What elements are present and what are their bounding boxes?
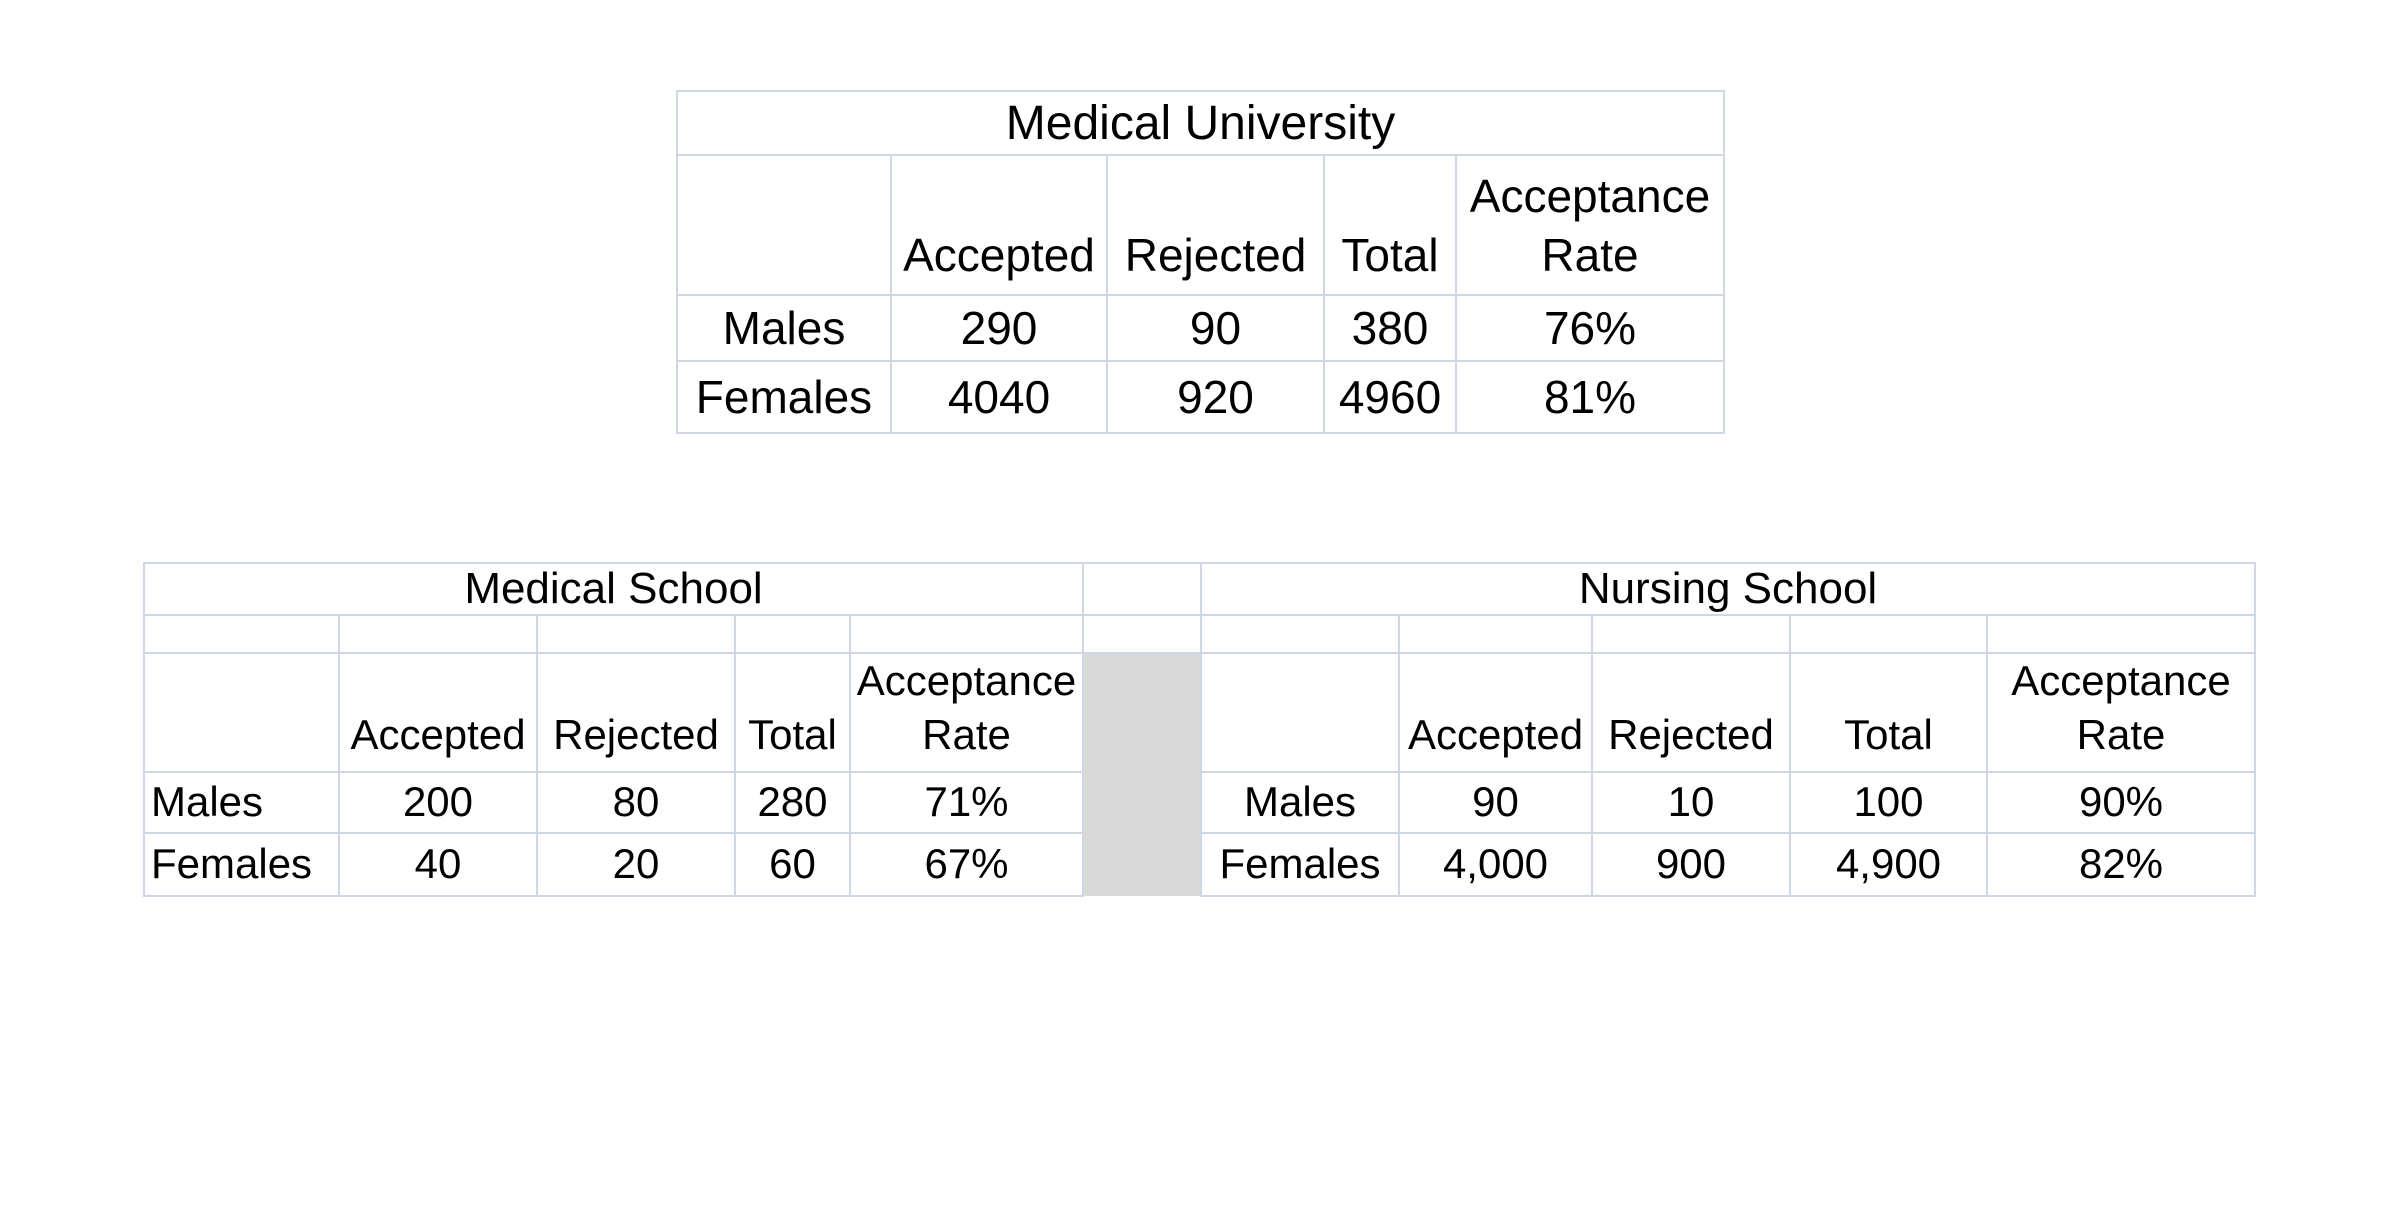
gray-spacer-cell [1082, 832, 1202, 896]
table-row: Females 4040 920 4960 81% [676, 360, 1725, 434]
empty-cell [143, 614, 340, 654]
nursing-school-males-label: Males [1200, 770, 1400, 834]
empty-cell [849, 614, 1084, 654]
table-row: Males 290 90 380 76% [676, 294, 1725, 362]
medical-school-header-rejected: Rejected [536, 652, 736, 773]
university-males-accepted: 290 [890, 294, 1108, 362]
table-row: Males 200 80 280 71% Males 90 10 100 90% [143, 770, 2256, 834]
empty-cell [734, 614, 851, 654]
medical-university-table: Medical University Accepted Rejected Tot… [676, 90, 1725, 434]
medical-school-header-total: Total [734, 652, 851, 773]
medical-school-females-accepted: 40 [338, 831, 538, 897]
university-header-accepted: Accepted [890, 154, 1108, 296]
gray-spacer-cell [1082, 653, 1202, 772]
university-females-rejected: 920 [1106, 360, 1325, 434]
university-header-acceptance-rate: Acceptance Rate [1455, 154, 1725, 296]
empty-cell [338, 614, 538, 654]
medical-school-females-label: Females [143, 831, 340, 897]
empty-cell [1986, 614, 2256, 654]
nursing-school-males-accepted: 90 [1398, 770, 1593, 834]
nursing-school-header-total: Total [1789, 652, 1988, 773]
university-header-total: Total [1323, 154, 1457, 296]
spacer-cell [1082, 614, 1202, 654]
empty-cell [1789, 614, 1988, 654]
table-row: Females 40 20 60 67% Females 4,000 900 4… [143, 831, 2256, 897]
university-males-total: 380 [1323, 294, 1457, 362]
nursing-school-males-rate: 90% [1986, 770, 2256, 834]
empty-cell [1398, 614, 1593, 654]
nursing-school-females-label: Females [1200, 831, 1400, 897]
empty-cell [1591, 614, 1791, 654]
schools-tables: Medical School Nursing School Accepted R… [143, 562, 2256, 897]
medical-school-females-rate: 67% [849, 831, 1084, 897]
university-females-accepted: 4040 [890, 360, 1108, 434]
medical-school-header-acceptance-rate: Acceptance Rate [849, 652, 1084, 773]
table-row [143, 614, 2256, 654]
nursing-school-males-total: 100 [1789, 770, 1988, 834]
nursing-school-females-accepted: 4,000 [1398, 831, 1593, 897]
nursing-school-females-rate: 82% [1986, 831, 2256, 897]
university-females-total: 4960 [1323, 360, 1457, 434]
empty-cell [536, 614, 736, 654]
medical-school-title: Medical School [143, 562, 1084, 616]
nursing-school-header-rejected: Rejected [1591, 652, 1791, 773]
empty-cell [1200, 614, 1400, 654]
spacer-cell [1082, 562, 1202, 616]
medical-school-females-rejected: 20 [536, 831, 736, 897]
medical-university-title: Medical University [676, 90, 1725, 156]
nursing-school-header-acceptance-rate: Acceptance Rate [1986, 652, 2256, 773]
university-males-rejected: 90 [1106, 294, 1325, 362]
medical-school-header-empty-cell [143, 652, 340, 773]
gray-spacer-cell [1082, 771, 1202, 833]
nursing-school-males-rejected: 10 [1591, 770, 1791, 834]
medical-school-males-total: 280 [734, 770, 851, 834]
medical-school-males-label: Males [143, 770, 340, 834]
university-females-label: Females [676, 360, 892, 434]
medical-school-females-total: 60 [734, 831, 851, 897]
university-females-rate: 81% [1455, 360, 1725, 434]
medical-school-males-rejected: 80 [536, 770, 736, 834]
nursing-school-females-rejected: 900 [1591, 831, 1791, 897]
nursing-school-females-total: 4,900 [1789, 831, 1988, 897]
medical-school-males-rate: 71% [849, 770, 1084, 834]
nursing-school-title: Nursing School [1200, 562, 2256, 616]
medical-school-males-accepted: 200 [338, 770, 538, 834]
nursing-school-header-accepted: Accepted [1398, 652, 1593, 773]
university-males-rate: 76% [1455, 294, 1725, 362]
university-header-empty-cell [676, 154, 892, 296]
university-males-label: Males [676, 294, 892, 362]
nursing-school-header-empty-cell [1200, 652, 1400, 773]
medical-school-header-accepted: Accepted [338, 652, 538, 773]
university-header-rejected: Rejected [1106, 154, 1325, 296]
